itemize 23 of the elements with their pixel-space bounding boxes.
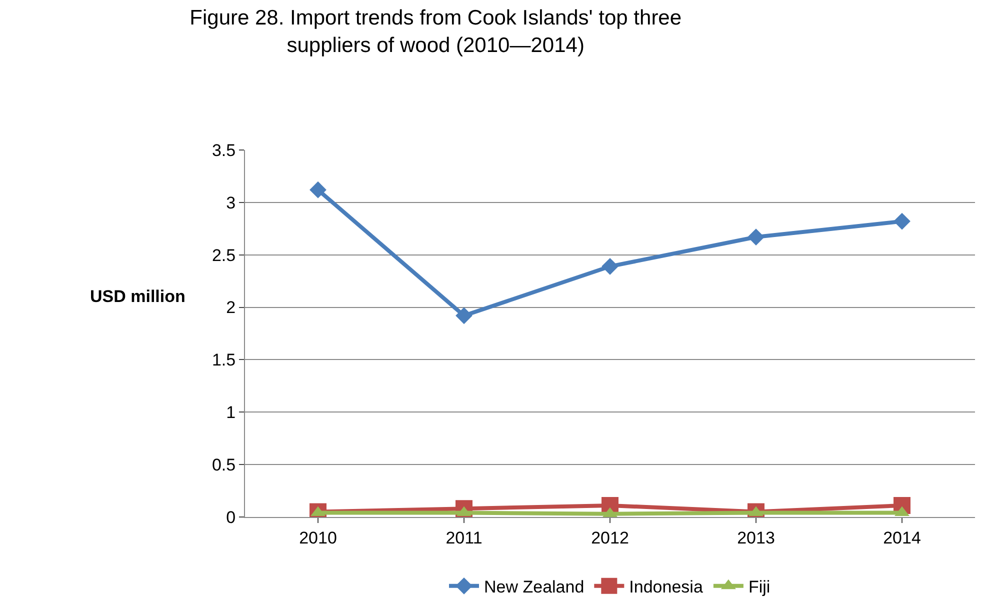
y-tick-label: 3 <box>226 193 236 212</box>
y-tick-label: 0.5 <box>212 456 236 475</box>
chart-title: Figure 28. Import trends from Cook Islands' top three suppliers of wood (2010—2014) <box>190 6 682 57</box>
x-tick-label: 2014 <box>883 528 921 548</box>
x-tick-label: 2012 <box>591 528 629 548</box>
y-tick-label: 1 <box>226 403 236 422</box>
y-tick-label: 3.5 <box>212 140 236 160</box>
point <box>894 212 910 230</box>
point <box>456 307 472 324</box>
point <box>310 181 326 198</box>
point <box>748 228 764 246</box>
y-tick-label: 1.5 <box>212 350 236 370</box>
x-tick-label: 2010 <box>299 528 337 548</box>
x-tick-label: 2013 <box>737 528 775 548</box>
legend-label: Indonesia <box>629 578 704 597</box>
y-tick-label: 0 <box>226 508 236 527</box>
legend-label: Fiji <box>748 578 770 597</box>
y-tick-label: 2.5 <box>212 246 236 265</box>
y-tick-label: 2 <box>226 298 236 318</box>
x-tick-label: 2011 <box>446 528 482 548</box>
legend-label: New Zealand <box>484 578 584 597</box>
y-axis-title: USD million <box>90 287 186 306</box>
point <box>602 258 618 275</box>
